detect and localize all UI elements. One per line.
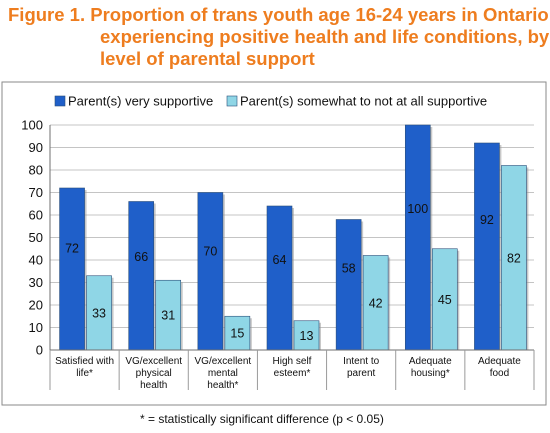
y-tick-label: 30 bbox=[29, 275, 43, 290]
x-category-label: parent bbox=[347, 368, 376, 379]
x-category-label: Intent to bbox=[343, 356, 380, 367]
x-category-label: health* bbox=[207, 380, 238, 391]
y-tick-label: 50 bbox=[29, 230, 43, 245]
x-category-label: housing* bbox=[411, 368, 450, 379]
x-category-label: physical bbox=[136, 368, 172, 379]
x-category-label: Adequate bbox=[478, 356, 521, 367]
title-line-3: level of parental support bbox=[100, 48, 315, 69]
chart-title: Figure 1. Proportion of trans youth age … bbox=[8, 4, 550, 70]
title-line-2: experiencing positive health and life co… bbox=[100, 26, 550, 47]
x-category-label: food bbox=[490, 368, 509, 379]
x-category-label: mental bbox=[208, 368, 238, 379]
data-label: 33 bbox=[92, 306, 106, 320]
bar-somewhat-not-supportive bbox=[86, 275, 112, 351]
x-category-label: Adequate bbox=[409, 356, 452, 367]
legend-swatch bbox=[226, 95, 238, 107]
y-tick-label: 40 bbox=[29, 253, 43, 268]
x-category-label: life* bbox=[76, 368, 93, 379]
y-tick-label: 60 bbox=[29, 208, 43, 223]
bar-somewhat-not-supportive bbox=[155, 279, 182, 351]
x-category-label: Satisfied with bbox=[55, 356, 114, 367]
bar-very-supportive bbox=[404, 124, 431, 351]
data-label: 31 bbox=[161, 309, 175, 323]
y-tick-label: 80 bbox=[29, 163, 43, 178]
legend-label: Parent(s) very supportive bbox=[68, 94, 213, 109]
legend-label: Parent(s) somewhat to not at all support… bbox=[240, 94, 487, 109]
bar-very-supportive bbox=[128, 201, 155, 351]
bar-very-supportive bbox=[474, 142, 500, 351]
axes: 0 10 20 30 40 50 60 70 80 90 100 Satisfied withlife… bbox=[21, 118, 535, 391]
y-tick-label: 20 bbox=[29, 298, 43, 313]
data-label: 13 bbox=[300, 329, 314, 343]
bar-somewhat-not-supportive bbox=[501, 165, 527, 351]
title-line-1: Figure 1. Proportion of trans youth age … bbox=[8, 4, 549, 25]
bar-somewhat-not-supportive bbox=[431, 248, 458, 351]
data-label: 15 bbox=[230, 327, 244, 341]
x-category-label: esteem* bbox=[274, 368, 311, 379]
legend: Parent(s) very supportive Parent(s) somew… bbox=[54, 94, 487, 109]
y-tick-label: 100 bbox=[21, 118, 43, 133]
data-label: 100 bbox=[407, 202, 428, 216]
data-label: 58 bbox=[342, 261, 356, 275]
footnote: * = statistically significant difference… bbox=[140, 412, 384, 426]
legend-swatch bbox=[54, 95, 66, 107]
data-label: 70 bbox=[203, 244, 217, 258]
bar-very-supportive bbox=[335, 219, 362, 351]
data-label: 72 bbox=[65, 241, 79, 255]
data-label: 64 bbox=[273, 253, 287, 267]
data-labels: 72 33 66 31 70 15 64 13 58 42 100 45 92 82 bbox=[65, 202, 521, 343]
data-label: 45 bbox=[438, 293, 452, 307]
bar-very-supportive bbox=[59, 187, 85, 351]
x-category-label: VG/excellent bbox=[125, 356, 182, 367]
bar-somewhat-not-supportive bbox=[362, 255, 389, 351]
data-label: 92 bbox=[480, 213, 494, 227]
bar-very-supportive bbox=[197, 192, 224, 351]
bar-very-supportive bbox=[266, 205, 293, 351]
y-tick-label: 90 bbox=[29, 140, 43, 155]
data-label: 66 bbox=[134, 250, 148, 264]
y-tick-label: 70 bbox=[29, 185, 43, 200]
bar-somewhat-not-supportive bbox=[224, 315, 251, 351]
y-tick-label: 10 bbox=[29, 320, 43, 335]
x-category-label: VG/excellent bbox=[195, 356, 252, 367]
bar-somewhat-not-supportive bbox=[293, 320, 320, 351]
data-label: 42 bbox=[369, 296, 383, 310]
x-category-label: health bbox=[140, 380, 167, 391]
y-tick-label: 0 bbox=[36, 343, 43, 358]
bars bbox=[59, 124, 529, 351]
x-category-label: High self bbox=[273, 356, 312, 367]
data-label: 82 bbox=[507, 251, 521, 265]
